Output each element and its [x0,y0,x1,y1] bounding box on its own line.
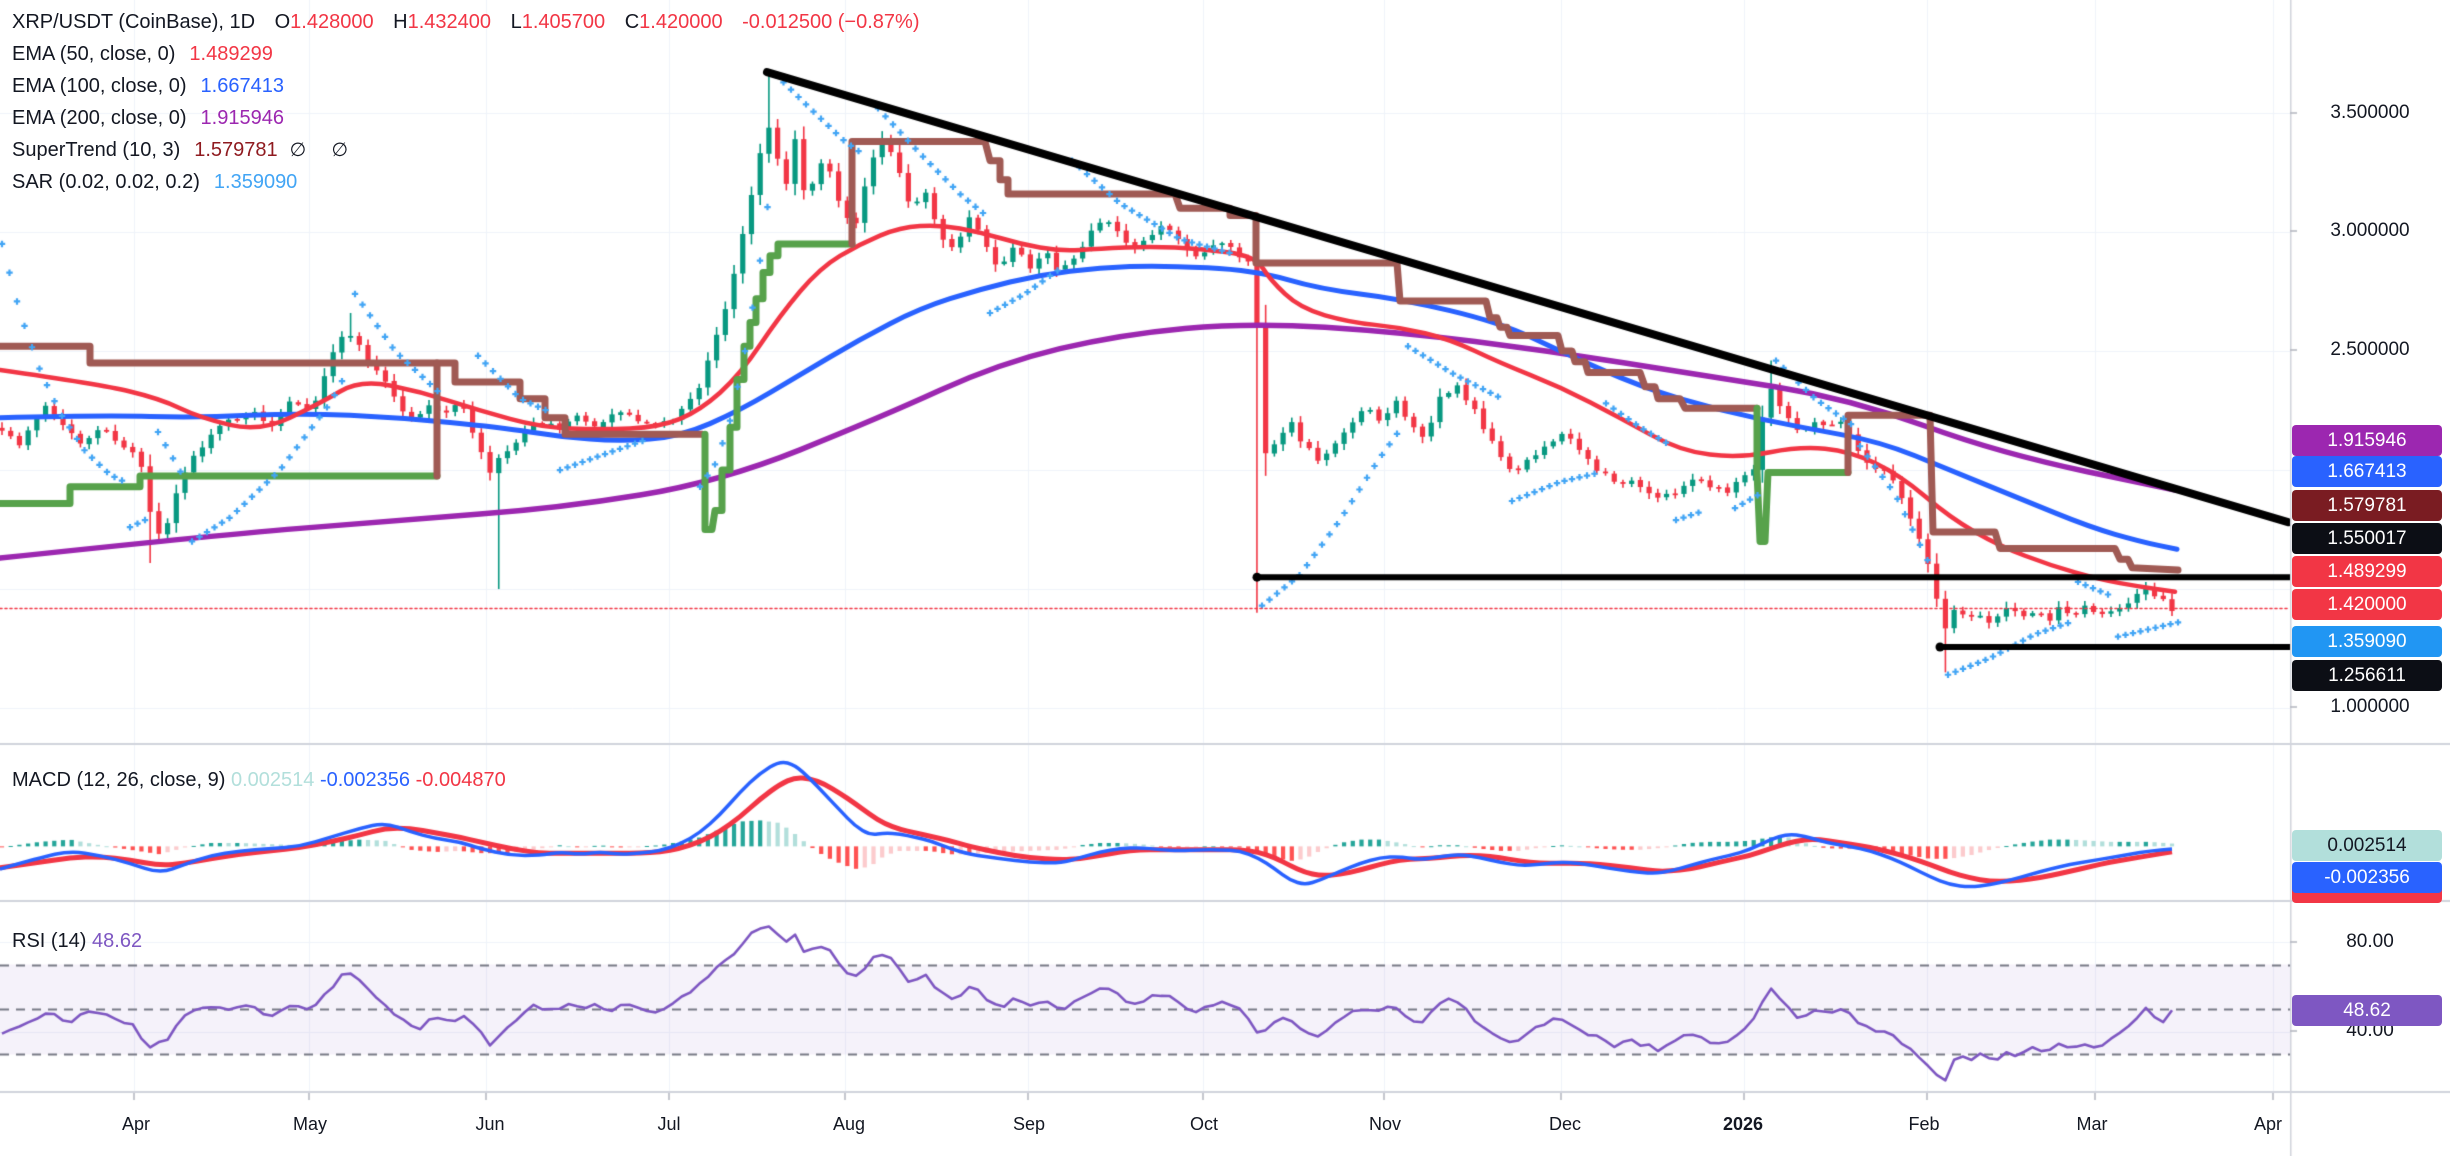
macd-hist-value: 0.002514 [230,769,315,791]
legend-sar[interactable]: SAR (0.02, 0.02, 0.2) 1.359090 [12,166,919,198]
price-badge-1.550017: 1.550017 [2292,522,2442,554]
legend-ema-50-label: EMA (50, close, 0) [12,43,176,65]
legend-ema-50[interactable]: EMA (50, close, 0) 1.489299 [12,38,919,70]
macd-badge--0.002356: -0.002356 [2292,861,2442,893]
time-label-Jul: Jul [657,1114,681,1134]
price-tick-1.000000: 1.000000 [2330,696,2410,717]
macd-line-value: -0.002356 [319,769,411,791]
legend-ema-200[interactable]: EMA (200, close, 0) 1.915946 [12,102,919,134]
time-label-Oct: Oct [1189,1114,1219,1134]
legend-supertrend-label: SuperTrend (10, 3) [12,139,181,161]
rsi-tick-80.00: 80.00 [2346,931,2394,952]
symbol-title: XRP/USDT (CoinBase), 1D [12,11,256,33]
price-tick-2.500000: 2.500000 [2330,339,2410,360]
time-label-Jun: Jun [475,1114,505,1134]
price-badge-1.667413: 1.667413 [2292,455,2442,487]
price-tick-3.000000: 3.000000 [2330,220,2410,241]
legend-ema-100[interactable]: EMA (100, close, 0) 1.667413 [12,70,919,102]
time-label-May: May [292,1114,328,1134]
main-legend: XRP/USDT (CoinBase), 1D O1.428000 H1.432… [12,6,919,198]
legend-ema-100-label: EMA (100, close, 0) [12,75,187,97]
macd-signal-value: -0.004870 [415,769,506,791]
close-value: 1.420000 [639,11,723,33]
time-label-Apr: Apr [121,1114,151,1134]
low-value: 1.405700 [521,11,606,33]
price-badge-1.579781: 1.579781 [2292,489,2442,521]
close-label: C [624,11,640,33]
legend-sar-value: 1.359090 [213,171,298,193]
legend-supertrend[interactable]: SuperTrend (10, 3) 1.579781 ∅ ∅ [12,134,919,166]
rsi-legend[interactable]: RSI (14) 48.62 [12,925,142,957]
time-label-Nov: Nov [1368,1114,1402,1134]
macd-badge-0.002514: 0.002514 [2292,829,2442,861]
price-badge-1.256611: 1.256611 [2292,659,2442,691]
time-label-Apr: Apr [2253,1114,2283,1134]
time-label-Mar: Mar [2076,1114,2108,1134]
legend-ema-200-value: 1.915946 [200,107,284,129]
open-label: O [274,11,291,33]
legend-ema-50-value: 1.489299 [189,43,273,65]
rsi-badge-48.62: 48.62 [2292,994,2442,1026]
low-label: L [510,11,522,33]
symbol-row[interactable]: XRP/USDT (CoinBase), 1D O1.428000 H1.432… [12,6,919,38]
price-axis[interactable]: 3.500000 3.000000 2.500000 1.000000 1.915946… [2290,0,2450,1156]
legend-ema-200-label: EMA (200, close, 0) [12,107,187,129]
price-badge-1.420000: 1.420000 [2292,588,2442,620]
legend-ema-100-value: 1.667413 [200,75,284,97]
legend-supertrend-empty-icon: ∅ ∅ [289,140,359,161]
high-value: 1.432400 [407,11,492,33]
change-value: -0.012500 (−0.87%) [742,11,920,33]
price-badge-1.359090: 1.359090 [2292,625,2442,657]
price-tick-3.500000: 3.500000 [2330,102,2410,123]
time-label-Dec: Dec [1548,1114,1582,1134]
time-label-Feb: Feb [1908,1114,1940,1134]
time-label-Aug: Aug [832,1114,866,1134]
macd-label: MACD (12, 26, close, 9) [12,769,226,791]
price-badge-1.489299: 1.489299 [2292,555,2442,587]
open-value: 1.428000 [290,11,374,33]
high-label: H [393,11,408,33]
time-label-2026: 2026 [1722,1114,1764,1134]
legend-sar-label: SAR (0.02, 0.02, 0.2) [12,171,200,193]
legend-supertrend-value: 1.579781 [194,139,278,161]
rsi-label: RSI (14) [12,930,87,952]
price-badge-1.915946: 1.915946 [2292,424,2442,456]
rsi-value: 48.62 [92,930,143,952]
macd-legend[interactable]: MACD (12, 26, close, 9) 0.002514 -0.0023… [12,764,506,796]
time-label-Sep: Sep [1012,1114,1046,1134]
